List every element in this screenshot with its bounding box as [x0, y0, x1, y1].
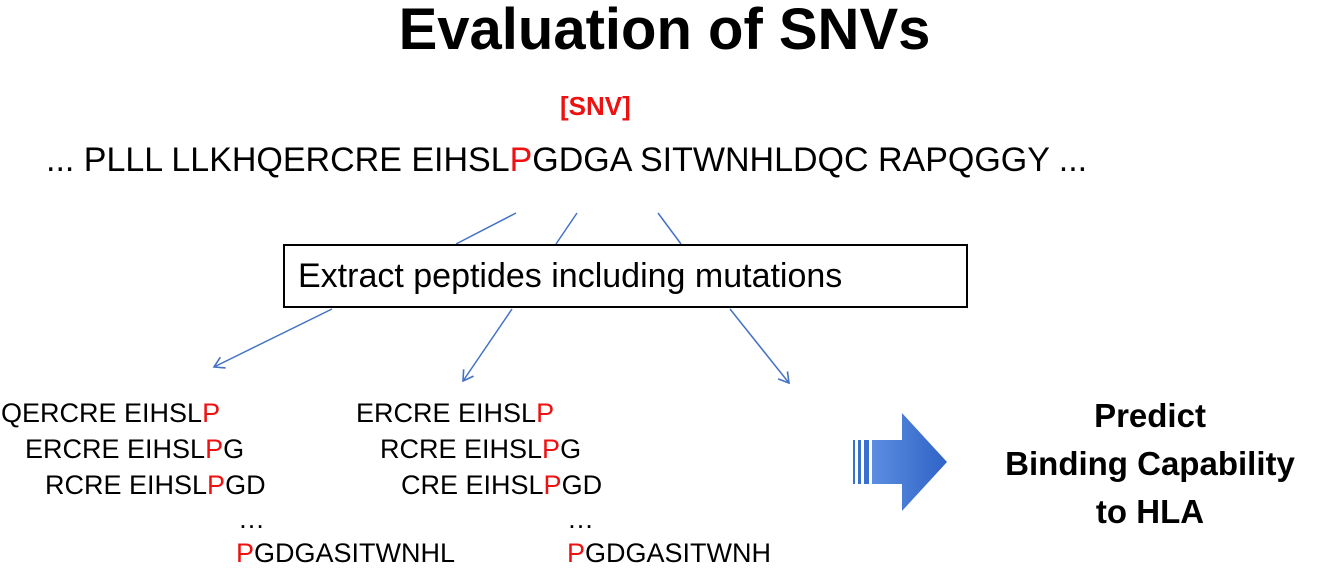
peptide-right-ellipsis: … [567, 504, 594, 534]
predict-line-2: Binding Capability [1005, 445, 1295, 482]
arrow-middle-top [555, 212, 578, 245]
peptide-left-3: RCRE EIHSLPGD [45, 470, 266, 500]
peptide-left-2: ERCRE EIHSLPG [25, 434, 245, 464]
peptide-right-2: RCRE EIHSLPG [380, 434, 582, 464]
peptide-right-5: PGDGASITWNH [567, 538, 772, 568]
page-title: Evaluation of SNVs [398, 0, 931, 62]
peptide-right-1: ERCRE EIHSLP [356, 398, 555, 428]
peptide-left-5: PGDGASITWNHL [236, 538, 456, 568]
block-arrow-icon [853, 413, 947, 511]
arrow-left-bottom [212, 308, 333, 369]
peptide-left-1: QERCRE EIHSLP [1, 398, 221, 428]
peptide-right-3: CRE EIHSLPGD [401, 470, 603, 500]
arrow-right-bottom [729, 308, 790, 385]
snv-label: [SNV] [560, 91, 631, 121]
predict-label: Predict Binding Capability to HLA [970, 392, 1329, 536]
sequence-mutation: P [509, 141, 533, 179]
predict-line-1: Predict [1094, 397, 1206, 434]
arrow-right-top [657, 212, 682, 245]
peptide-left-ellipsis: … [238, 504, 265, 534]
extract-label: Extract peptides including mutations [298, 257, 843, 295]
arrow-left-top [455, 212, 517, 245]
sequence-after: GDGA SITWNHLDQC RAPQGGY ... [532, 141, 1088, 179]
sequence-before: ... PLLL LLKHQERCRE EIHSL [46, 141, 510, 179]
protein-sequence: ... PLLL LLKHQERCRE EIHSLPGDGA SITWNHLDQ… [46, 140, 1087, 180]
predict-line-3: to HLA [1095, 493, 1205, 530]
extract-box [283, 244, 968, 308]
arrow-middle-bottom [462, 308, 513, 383]
